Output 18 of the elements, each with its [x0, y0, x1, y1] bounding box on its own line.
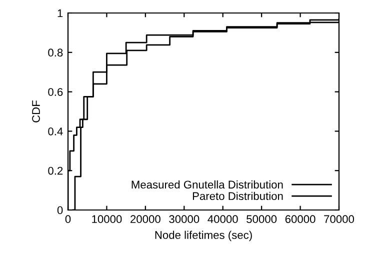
x-tick-label: 50000 — [246, 215, 277, 224]
x-tick-label: 0 — [65, 215, 71, 224]
y-tick-label: 0.4 — [48, 127, 63, 136]
x-tick-label: 20000 — [130, 215, 160, 224]
y-tick-label: 0.6 — [48, 88, 63, 96]
x-tick-label: 70000 — [324, 215, 354, 224]
legend-label: Measured Gnutella Distribution — [132, 180, 283, 189]
y-tick-label: 0.2 — [48, 166, 63, 175]
legend-label: Pareto Distribution — [192, 192, 283, 200]
x-tick-label: 30000 — [169, 215, 200, 224]
y-axis-title: CDF — [32, 100, 40, 122]
y-tick-label: 0 — [57, 206, 63, 214]
y-tick-label: 1 — [58, 9, 63, 18]
x-axis-title: Node lifetimes (sec) — [155, 230, 252, 242]
x-tick-label: 10000 — [92, 215, 122, 224]
y-tick-label: 0.8 — [48, 48, 63, 57]
x-tick-label: 40000 — [208, 215, 238, 224]
x-tick-label: 60000 — [285, 215, 316, 224]
